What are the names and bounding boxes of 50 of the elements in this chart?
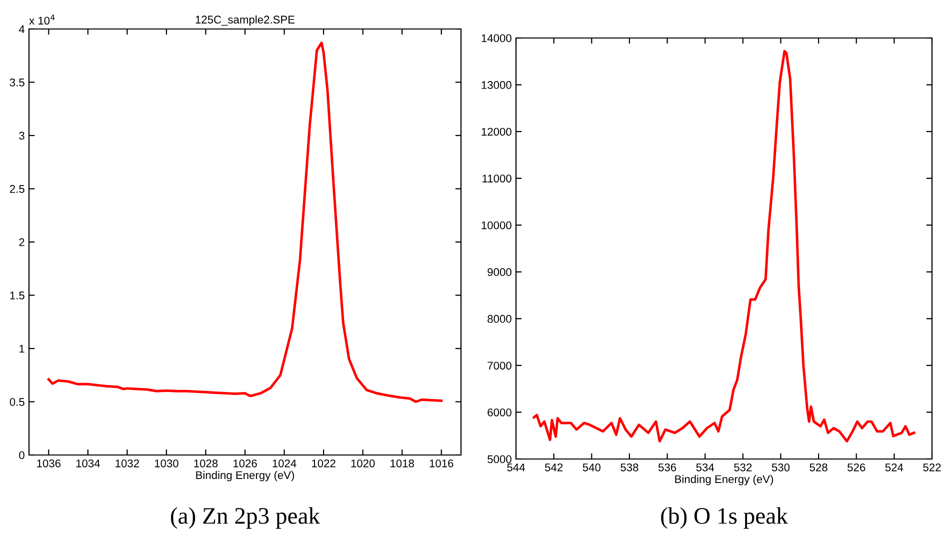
text: (a) Zn 2p3 peak xyxy=(170,507,320,529)
x-tick-label: 1036 xyxy=(37,459,61,468)
y-tick-label: 10000 xyxy=(482,221,512,230)
y-tick-label: 1.5 xyxy=(10,292,24,300)
y-tick-label: 5000 xyxy=(488,455,512,464)
y-tick-label: 12000 xyxy=(482,128,512,136)
x-tick-label: 524 xyxy=(885,463,904,472)
x-tick-label: 1020 xyxy=(351,459,375,468)
y-tick-label: 7000 xyxy=(488,362,512,370)
y-tick-label: 0 xyxy=(19,451,24,460)
y-tick-label: 2.5 xyxy=(10,185,24,193)
y-tick-label: 13000 xyxy=(482,81,512,89)
text: x 10$^{4}$ xyxy=(29,14,55,25)
x-tick-label: 1034 xyxy=(76,459,100,468)
x-tick-label: 522 xyxy=(923,463,941,472)
chart-title: 125C_sample2.SPE xyxy=(196,15,295,26)
y-tick-label: 11000 xyxy=(482,174,512,182)
y-tick-label: 6000 xyxy=(488,408,512,416)
x-tick-label: 1032 xyxy=(116,459,139,468)
x-tick-label: 536 xyxy=(658,463,676,472)
x-tick-label: 544 xyxy=(507,464,525,472)
x-tick-label: 528 xyxy=(810,463,828,472)
x-tick-label: 540 xyxy=(582,463,600,472)
text: (b) O 1s peak xyxy=(661,507,788,529)
x-tick-label: 526 xyxy=(848,463,866,472)
x-tick-label: 1016 xyxy=(430,459,454,468)
x-tick-label: 1022 xyxy=(312,459,336,468)
x-tick-label: 1026 xyxy=(233,459,257,468)
x-axis-title: Binding Energy (eV) xyxy=(675,474,774,486)
x-tick-label: 1018 xyxy=(390,459,414,468)
x-tick-label: 1024 xyxy=(272,459,296,468)
line-series xyxy=(532,50,916,442)
y-tick-label: 9000 xyxy=(488,268,512,276)
line-series xyxy=(47,42,443,403)
x-tick-label: 1030 xyxy=(154,459,178,468)
x-axis-title: Binding Energy (eV) xyxy=(196,470,294,482)
y-tick-label: 14000 xyxy=(482,34,512,42)
y-tick-label: 8000 xyxy=(488,314,512,323)
y-tick-label: 3.5 xyxy=(10,78,24,86)
x-tick-label: 534 xyxy=(696,463,714,472)
y-tick-label: 1 xyxy=(20,344,24,353)
y-tick-label: 3 xyxy=(19,132,24,140)
x-tick-label: 532 xyxy=(734,463,752,472)
x-tick-label: 1028 xyxy=(194,459,218,468)
y-tick-label: 0.5 xyxy=(10,398,24,406)
x-tick-label: 530 xyxy=(772,463,790,472)
x-tick-label: 538 xyxy=(620,463,638,472)
x-tick-label: 542 xyxy=(544,463,563,472)
y-tick-label: 2 xyxy=(19,238,24,246)
y-tick-label: 4 xyxy=(18,25,25,34)
